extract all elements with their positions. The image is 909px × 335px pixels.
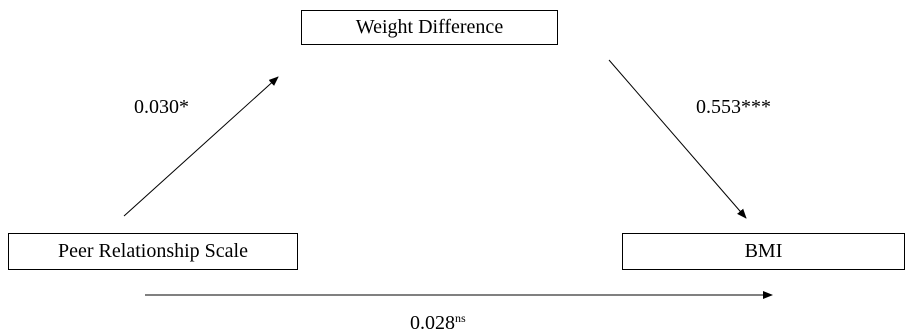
path-c-coefficient: 0.028ns bbox=[410, 311, 466, 334]
outcome-box: BMI bbox=[622, 233, 905, 270]
predictor-label: Peer Relationship Scale bbox=[58, 240, 248, 262]
mediator-label: Weight Difference bbox=[355, 16, 504, 38]
path-b-coefficient: 0.553*** bbox=[696, 97, 771, 117]
path-a-significance: * bbox=[179, 96, 189, 118]
path-c-significance: ns bbox=[455, 311, 466, 325]
outcome-label: BMI bbox=[744, 240, 783, 262]
path-b-significance: *** bbox=[741, 96, 771, 118]
path-b-value: 0.553 bbox=[696, 96, 741, 118]
path-a-coefficient: 0.030* bbox=[134, 97, 189, 117]
path-a-arrow bbox=[123, 76, 279, 217]
mediator-box: Weight Difference bbox=[301, 10, 558, 45]
predictor-box: Peer Relationship Scale bbox=[8, 233, 298, 270]
path-a-value: 0.030 bbox=[134, 96, 179, 118]
path-b-arrow bbox=[608, 59, 747, 219]
path-c-value: 0.028 bbox=[410, 312, 455, 334]
